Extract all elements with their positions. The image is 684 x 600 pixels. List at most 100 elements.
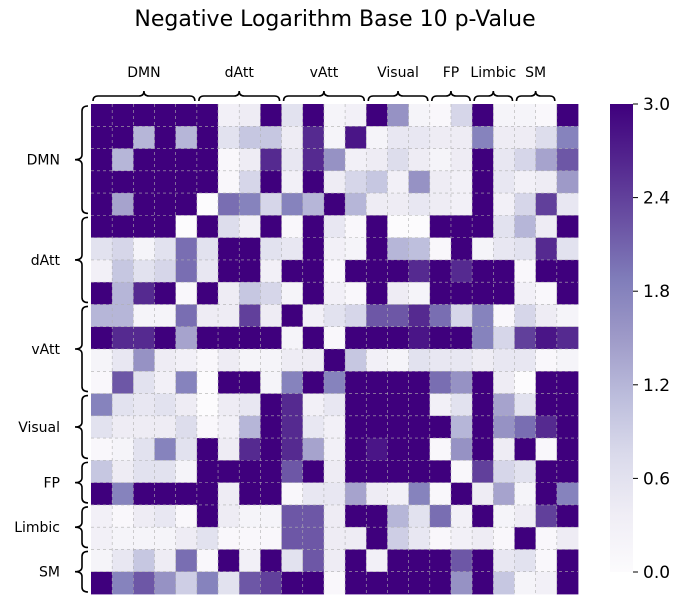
heatmap-cell — [260, 504, 282, 528]
heatmap-cell — [239, 527, 261, 550]
heatmap-cell — [302, 393, 325, 417]
heatmap-cell — [133, 438, 155, 461]
heatmap-cell — [281, 549, 304, 573]
heatmap-cell — [239, 104, 261, 127]
heatmap-cell — [387, 237, 409, 261]
heatmap-cell — [91, 504, 113, 528]
heatmap-cell — [493, 527, 515, 550]
heatmap-cell — [281, 393, 304, 417]
heatmap-cell — [323, 148, 346, 172]
heatmap-cell — [366, 349, 388, 372]
heatmap-cell — [514, 215, 537, 239]
heatmap-cell — [323, 104, 346, 127]
heatmap-cell — [302, 415, 325, 439]
heatmap-cell — [535, 549, 558, 573]
heatmap-cell — [493, 259, 515, 283]
heatmap-cell — [323, 237, 346, 261]
heatmap-cell — [218, 438, 240, 461]
heatmap-cell — [556, 549, 579, 573]
heatmap-cell — [133, 549, 155, 573]
heatmap-cell — [260, 259, 282, 283]
heatmap-cell — [514, 393, 537, 417]
heatmap-cell — [196, 259, 219, 283]
heatmap-cell — [345, 371, 367, 394]
heatmap-cell — [345, 282, 367, 305]
heatmap-cell — [514, 349, 537, 372]
heatmap-cell — [260, 482, 282, 506]
heatmap-cell — [429, 126, 452, 149]
heatmap-cell — [175, 504, 198, 528]
heatmap-cell — [472, 282, 494, 305]
heatmap-cell — [535, 170, 558, 194]
heatmap-cell — [133, 104, 155, 127]
heatmap-cell — [239, 482, 261, 506]
heatmap-cell — [154, 304, 177, 328]
heatmap-cell — [556, 527, 579, 550]
heatmap-cell — [556, 237, 579, 261]
heatmap-cell — [514, 304, 537, 328]
heatmap-cell — [175, 482, 198, 506]
heatmap-cell — [323, 482, 346, 506]
heatmap-cell — [472, 304, 494, 328]
heatmap-cell — [472, 326, 494, 350]
heatmap-cell — [535, 148, 558, 172]
heatmap-cell — [175, 415, 198, 439]
heatmap-cell — [196, 237, 219, 261]
heatmap-cell — [366, 549, 388, 573]
heatmap-cell — [218, 549, 240, 573]
heatmap-cell — [154, 527, 177, 550]
heatmap-cell — [175, 148, 198, 172]
heatmap-cell — [218, 482, 240, 506]
heatmap-cell — [514, 282, 537, 305]
heatmap-cell — [175, 549, 198, 573]
heatmap-cell — [112, 571, 134, 595]
heatmap-cell — [239, 393, 261, 417]
heatmap-cell — [323, 304, 346, 328]
heatmap-cell — [133, 126, 155, 149]
heatmap-cell — [239, 415, 261, 439]
network-label-left-vatt: vAtt — [31, 342, 60, 358]
heatmap-cell — [472, 259, 494, 283]
heatmap-cell — [366, 438, 388, 461]
heatmap-cell — [429, 259, 452, 283]
heatmap-cell — [133, 326, 155, 350]
heatmap-cell — [133, 215, 155, 239]
heatmap-cell — [154, 215, 177, 239]
heatmap-cell — [239, 126, 261, 149]
heatmap-cell — [302, 349, 325, 372]
heatmap-cell — [493, 170, 515, 194]
heatmap-cell — [133, 371, 155, 394]
heatmap-cell — [239, 460, 261, 484]
heatmap-cell — [472, 193, 494, 216]
heatmap-gridlines — [91, 104, 578, 594]
heatmap-cell — [514, 104, 537, 127]
heatmap-cell — [133, 393, 155, 417]
brace-left-sm — [74, 550, 89, 593]
heatmap-cell — [535, 304, 558, 328]
heatmap-cell — [175, 571, 198, 595]
heatmap-cell — [302, 482, 325, 506]
network-label-left-dmn: DMN — [27, 153, 60, 169]
heatmap-cell — [302, 170, 325, 194]
heatmap-cell — [429, 527, 452, 550]
heatmap-cell — [535, 527, 558, 550]
heatmap-cell — [239, 438, 261, 461]
heatmap-cell — [472, 237, 494, 261]
heatmap-cell — [112, 237, 134, 261]
heatmap-cell — [239, 504, 261, 528]
heatmap-cell — [387, 482, 409, 506]
heatmap-cell — [450, 571, 473, 595]
heatmap-cell — [514, 415, 537, 439]
heatmap-cell — [196, 504, 219, 528]
heatmap-cell — [323, 549, 346, 573]
heatmap-cell — [345, 104, 367, 127]
heatmap-cell — [472, 482, 494, 506]
network-label-top-datt: dAtt — [225, 65, 255, 81]
heatmap-cell — [345, 527, 367, 550]
heatmap-cell — [408, 371, 431, 394]
network-label-top-dmn: DMN — [127, 65, 160, 81]
heatmap-cell — [154, 237, 177, 261]
heatmap-cell — [323, 415, 346, 439]
heatmap-cell — [196, 460, 219, 484]
heatmap-cell — [387, 371, 409, 394]
